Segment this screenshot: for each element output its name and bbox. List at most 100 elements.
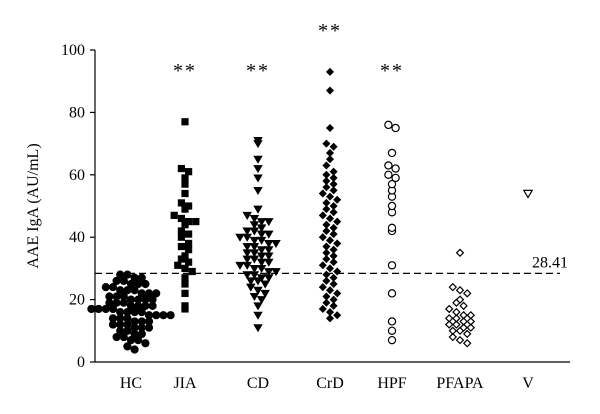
data-point	[325, 192, 335, 201]
category-labels: HC JIA CD CrD HPF PFAPA V	[120, 375, 534, 392]
data-point	[159, 311, 168, 320]
category-label: JIA	[173, 375, 197, 392]
y-tick-label: 100	[61, 42, 85, 59]
data-point	[318, 304, 327, 313]
data-point	[329, 245, 338, 254]
data-point	[322, 170, 331, 179]
data-point	[387, 326, 397, 335]
data-point	[322, 242, 331, 251]
data-point	[126, 295, 136, 304]
data-point	[253, 186, 263, 195]
data-point	[119, 276, 128, 285]
data-point	[192, 218, 200, 226]
data-point	[462, 339, 472, 348]
data-point	[455, 335, 465, 345]
data-point	[459, 323, 468, 332]
data-point	[325, 308, 335, 317]
data-point	[249, 236, 260, 245]
data-point	[177, 164, 186, 173]
data-point	[466, 317, 476, 326]
data-point	[185, 246, 193, 254]
data-point	[181, 189, 189, 198]
data-point	[333, 195, 342, 204]
data-point	[253, 205, 263, 214]
data-point	[152, 311, 161, 320]
data-point	[318, 283, 327, 292]
data-point	[444, 304, 454, 314]
data-point	[325, 86, 335, 95]
data-point	[264, 218, 274, 227]
y-tick-label: 20	[69, 292, 85, 309]
data-point	[181, 252, 189, 260]
data-point	[256, 296, 267, 305]
data-point	[253, 286, 263, 295]
data-point	[137, 289, 146, 298]
data-point	[384, 161, 393, 170]
data-point	[256, 218, 267, 227]
data-point	[123, 270, 132, 279]
data-point	[177, 199, 186, 207]
data-point	[329, 173, 338, 182]
data-point	[387, 261, 397, 270]
data-point	[148, 295, 157, 304]
data-point	[260, 289, 270, 298]
data-point	[87, 304, 96, 314]
data-point	[253, 137, 263, 146]
data-point	[384, 120, 393, 130]
data-point	[130, 273, 139, 282]
data-point	[329, 301, 338, 310]
data-point	[325, 123, 335, 133]
data-point	[264, 230, 274, 239]
data-point	[384, 170, 393, 179]
data-point	[329, 258, 338, 267]
data-point	[387, 335, 397, 345]
data-point	[459, 310, 468, 320]
data-point	[249, 215, 260, 224]
data-point	[325, 67, 335, 76]
data-point	[181, 118, 189, 126]
data-point	[242, 227, 252, 236]
significance-marker: **	[173, 60, 197, 82]
y-tick-label: 40	[69, 229, 85, 246]
data-point	[462, 289, 472, 298]
data-point	[123, 342, 132, 351]
data-point	[116, 286, 125, 295]
data-point	[325, 286, 335, 295]
data-point	[448, 332, 458, 342]
data-point	[322, 270, 331, 279]
data-point	[448, 282, 458, 292]
data-point	[391, 164, 400, 173]
data-point	[455, 295, 465, 304]
data-point	[444, 314, 454, 323]
data-point	[264, 268, 274, 277]
data-point	[322, 161, 331, 170]
data-point	[325, 148, 335, 157]
data-point	[391, 173, 400, 183]
data-point	[253, 155, 263, 164]
data-point	[256, 274, 267, 283]
data-point	[130, 317, 139, 326]
data-point	[333, 311, 342, 320]
data-point	[144, 311, 154, 320]
data-point	[387, 179, 397, 189]
data-point	[322, 248, 331, 257]
data-point	[253, 311, 263, 320]
data-point	[462, 329, 472, 339]
data-point	[455, 248, 465, 258]
data-point	[329, 230, 338, 239]
data-point	[188, 267, 196, 276]
data-point	[325, 155, 335, 164]
data-point	[185, 239, 193, 248]
data-point	[333, 289, 342, 298]
data-point	[318, 189, 327, 198]
data-point	[170, 211, 178, 219]
data-point	[130, 345, 139, 354]
data-point	[134, 336, 143, 345]
data-point	[329, 180, 338, 189]
data-point	[105, 292, 114, 301]
data-point	[455, 285, 465, 295]
category-label: V	[522, 375, 534, 392]
y-tick-label: 80	[69, 104, 85, 121]
data-point	[174, 261, 182, 269]
data-point	[329, 223, 338, 232]
